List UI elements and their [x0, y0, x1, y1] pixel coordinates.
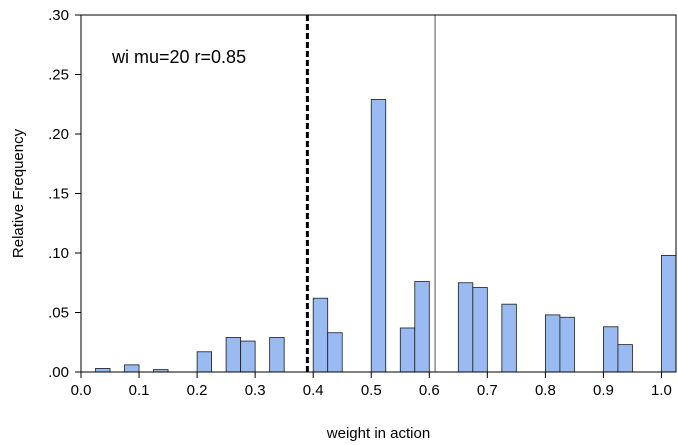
y-axis-title: Relative Frequency: [10, 128, 27, 258]
histogram-bar: [472, 287, 488, 373]
histogram-bar: [196, 351, 213, 373]
x-tick-label: 0.4: [303, 382, 324, 399]
y-tick-label: .30: [48, 7, 69, 24]
y-axis-ticks: .00 .05 .10 .15 .20 .25 .30: [48, 7, 81, 381]
x-axis-title: weight in action: [326, 425, 430, 442]
x-tick-label: 0.1: [129, 382, 150, 399]
y-tick-label: .05: [48, 305, 69, 322]
histogram-bar: [661, 254, 677, 373]
histogram-bar: [399, 327, 416, 373]
histogram-bar: [327, 332, 343, 373]
histogram-bar: [370, 99, 387, 373]
histogram-bar: [544, 314, 561, 373]
histogram-bar: [240, 340, 256, 373]
histogram-bar: [312, 297, 329, 373]
histogram-bar: [225, 337, 242, 373]
x-tick-label: 0.0: [71, 382, 92, 399]
y-tick-label: .15: [48, 186, 69, 203]
histogram-bar: [269, 337, 285, 373]
y-tick-label: .10: [48, 245, 69, 262]
histogram-bar: [617, 344, 633, 373]
x-tick-label: 1.0: [651, 382, 672, 399]
x-tick-label: 0.8: [535, 382, 556, 399]
x-tick-label: 0.5: [361, 382, 382, 399]
histogram-bar: [414, 281, 430, 373]
bar-group: [95, 99, 677, 373]
x-tick-label: 0.3: [245, 382, 266, 399]
histogram-bar: [559, 316, 575, 373]
x-tick-label: 0.9: [593, 382, 614, 399]
chart-annotation: wi mu=20 r=0.85: [111, 47, 246, 67]
x-tick-label: 0.6: [419, 382, 440, 399]
x-tick-label: 0.7: [477, 382, 498, 399]
x-tick-label: 0.2: [187, 382, 208, 399]
histogram-bar: [501, 303, 517, 373]
reference-lines: [305, 15, 436, 372]
y-tick-label: .20: [48, 126, 69, 143]
y-tick-label: .25: [48, 67, 69, 84]
y-tick-label: .00: [48, 364, 69, 381]
histogram-bar: [124, 364, 140, 373]
histogram-bar: [95, 368, 111, 373]
x-axis-ticks: 0.0 0.1 0.2 0.3 0.4 0.5 0.6 0.7 0.8 0.9 1.0: [71, 372, 672, 399]
histogram-bar: [457, 282, 474, 373]
histogram-bar: [603, 326, 619, 373]
